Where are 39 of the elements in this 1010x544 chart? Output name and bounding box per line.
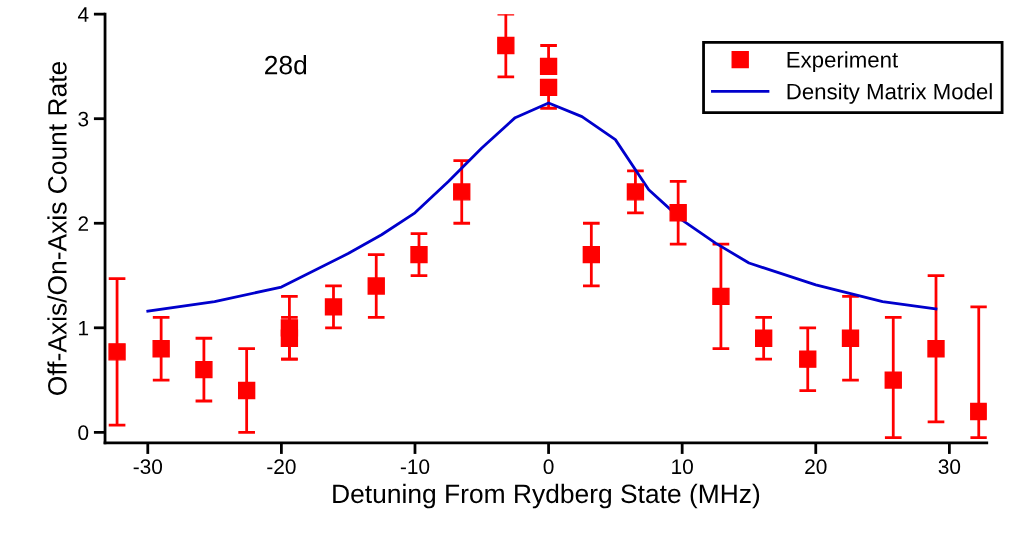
x-tick-label: -20 [267,459,296,475]
x-tick-label: 30 [938,459,961,475]
point [108,343,126,361]
point [754,329,773,347]
point [841,329,860,347]
legend-label: Experiment [787,51,898,73]
point [280,319,299,337]
legend-label: Density Matrix Model [787,83,992,104]
point [669,204,687,222]
x-tick-label: -10 [400,459,430,475]
y-tick-label: 2 [78,216,89,231]
point [582,245,601,264]
point [799,350,817,368]
x-tick-label: 10 [672,459,693,475]
annotation: 28d [265,55,307,75]
point [497,36,515,55]
point [453,183,471,201]
point [195,360,213,379]
y-axis-title: Off-Axis/On-Axis Count Rate [47,61,67,395]
y-tick-label: 1 [79,321,89,336]
point [539,57,558,76]
point [237,381,256,400]
y-tick-label: 0 [78,425,89,441]
y-tick-label: 4 [77,7,89,22]
point [324,298,343,316]
point [539,78,558,97]
x-axis-title: Detuning From Rydberg State (MHz) [333,483,760,509]
point [884,371,902,389]
point [970,402,987,421]
point [712,287,730,306]
y-tick-label: 3 [78,111,89,127]
point [410,245,428,264]
point [626,183,645,201]
point [152,340,170,358]
point [927,340,945,358]
x-tick-label: 20 [805,459,827,475]
point [367,277,385,295]
x-tick-label: -30 [133,459,163,475]
x-tick-label: 0 [543,459,554,475]
